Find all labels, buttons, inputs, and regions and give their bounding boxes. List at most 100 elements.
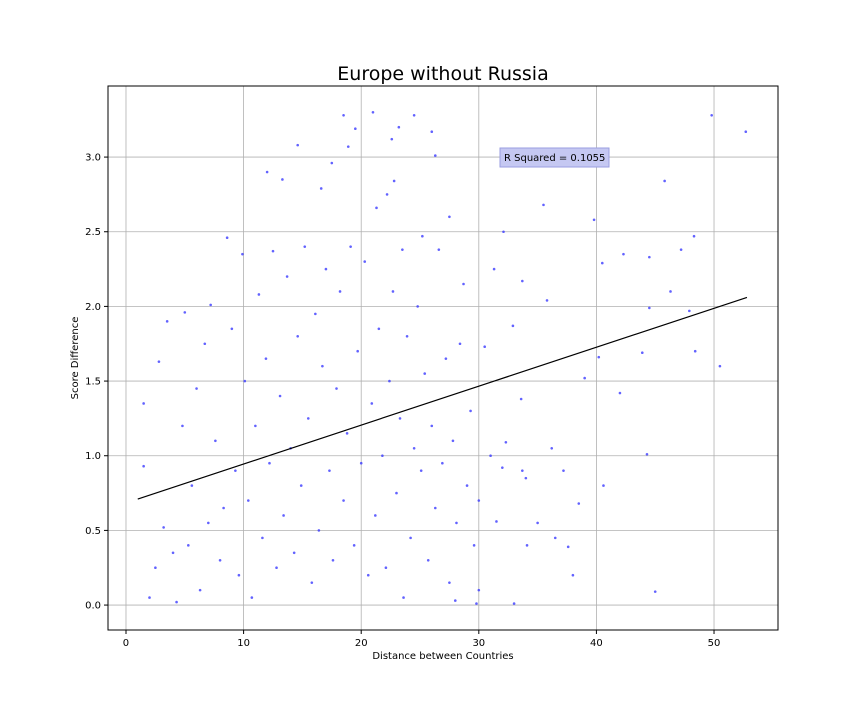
point [501,466,504,469]
point [198,588,202,592]
y-tick-label: 0.5 [85,526,101,537]
point [693,349,697,353]
point [183,311,187,314]
point [421,234,424,238]
point [718,364,722,368]
y-tick-label: 0.0 [85,601,101,612]
point [241,252,244,256]
point [524,476,528,480]
point [433,506,437,510]
point [321,364,324,368]
point [412,446,416,450]
point [275,566,278,570]
point [562,469,565,472]
point [521,469,524,472]
point [171,551,175,555]
point [282,514,285,517]
point [441,461,444,465]
point [381,454,384,458]
point [545,299,549,302]
x-axis-label: Distance between Countries [372,651,513,662]
point [299,484,303,487]
point [330,161,334,165]
point [423,372,427,375]
point [391,290,395,293]
point [278,394,282,398]
point [388,379,391,383]
point [405,334,409,338]
point [536,521,539,525]
point [349,245,352,248]
point [419,469,423,472]
point [472,544,476,547]
point [398,417,402,420]
point [583,376,586,380]
point [483,345,486,349]
x-tick-label: 30 [472,638,485,649]
y-tick-label: 1.0 [85,451,101,462]
point [175,600,178,604]
point [285,275,289,278]
point [385,193,389,196]
x-tick-label: 0 [123,638,129,649]
point [653,590,657,593]
point [264,357,268,360]
point [504,440,508,444]
point [402,596,405,599]
point [592,218,596,222]
point [257,293,261,296]
point [392,179,396,183]
point [448,215,451,219]
point [648,306,651,310]
trend-line [137,296,748,500]
x-tick-label: 10 [237,638,250,649]
point [426,558,430,562]
x-tick-label: 40 [590,638,603,649]
point [455,521,458,525]
point [577,502,581,505]
point [571,573,575,577]
x-tick-label: 20 [355,638,368,649]
point [157,360,161,363]
point [352,544,356,547]
point [430,424,434,428]
point [214,439,217,443]
point [600,261,604,265]
point [356,349,359,353]
point [303,245,307,248]
point [622,252,625,256]
point [222,506,225,510]
point [409,536,412,540]
point [324,267,328,271]
point [346,145,350,148]
point [521,279,524,283]
point [502,230,505,234]
point [465,484,469,487]
point [154,566,157,570]
point [401,248,404,251]
point [602,484,605,487]
annotation: R Squared = 0.1055 [504,153,605,164]
point [306,417,310,420]
point [458,342,462,346]
point [230,327,234,331]
point [165,320,169,323]
point [342,113,345,117]
point [207,521,210,525]
point [190,484,194,487]
annotation-box [499,147,610,168]
point [319,187,323,190]
point [317,529,321,532]
point [395,491,398,495]
point [354,127,357,131]
point [663,179,666,183]
point [181,424,184,428]
point [397,125,401,129]
point [451,439,455,443]
point [310,581,314,584]
point [148,596,151,599]
point [328,469,331,472]
point [692,234,696,238]
